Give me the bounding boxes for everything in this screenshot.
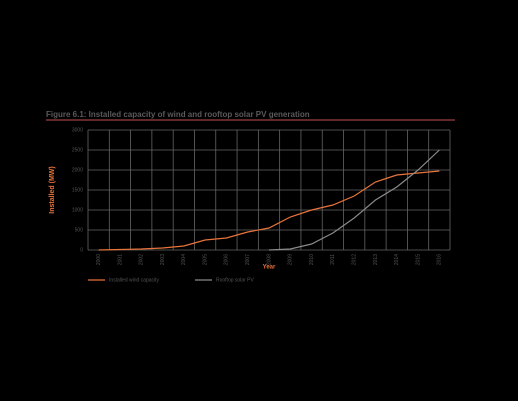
x-tick-label: 2007	[245, 254, 251, 265]
x-tick-label: 2001	[117, 254, 123, 265]
legend-label: Installed wind capacity	[109, 277, 160, 283]
y-tick-label: 1000	[72, 207, 83, 213]
y-tick-label: 1500	[72, 187, 83, 193]
y-tick-label: 2000	[72, 167, 83, 173]
x-tick-label: 2009	[288, 254, 294, 265]
y-tick-label: 2500	[72, 147, 83, 153]
x-tick-label: 2011	[330, 254, 336, 265]
y-tick-label: 0	[80, 247, 83, 253]
x-tick-label: 2010	[309, 254, 315, 265]
x-axis-label: Year	[263, 265, 276, 271]
x-tick-label: 2013	[373, 254, 379, 265]
y-tick-label: 3000	[72, 127, 83, 133]
x-tick-label: 2014	[394, 254, 400, 265]
x-tick-label: 2016	[437, 254, 443, 265]
x-tick-label: 2006	[224, 254, 230, 265]
x-tick-label: 2008	[266, 254, 272, 265]
x-tick-label: 2004	[181, 254, 187, 265]
x-tick-label: 2000	[96, 254, 102, 265]
series-line	[98, 170, 440, 251]
x-tick-label: 2002	[139, 254, 145, 265]
chart-title: Figure 6.1: Installed capacity of wind a…	[46, 110, 310, 119]
x-tick-label: 2015	[415, 254, 421, 265]
x-tick-label: 2012	[352, 254, 358, 265]
series-line	[268, 149, 440, 251]
y-axis-label: Installed (MW)	[49, 166, 56, 213]
x-tick-label: 2003	[160, 254, 166, 265]
legend-label: Rooftop solar PV	[216, 277, 254, 283]
y-tick-label: 500	[75, 227, 84, 233]
x-tick-label: 2005	[202, 254, 208, 265]
